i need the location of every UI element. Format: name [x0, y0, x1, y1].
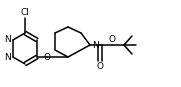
Text: O: O [108, 35, 115, 44]
Text: O: O [43, 52, 50, 62]
Text: O: O [96, 62, 104, 71]
Text: N: N [4, 35, 11, 44]
Text: N: N [92, 41, 99, 50]
Text: Cl: Cl [21, 8, 30, 17]
Text: N: N [4, 52, 11, 62]
